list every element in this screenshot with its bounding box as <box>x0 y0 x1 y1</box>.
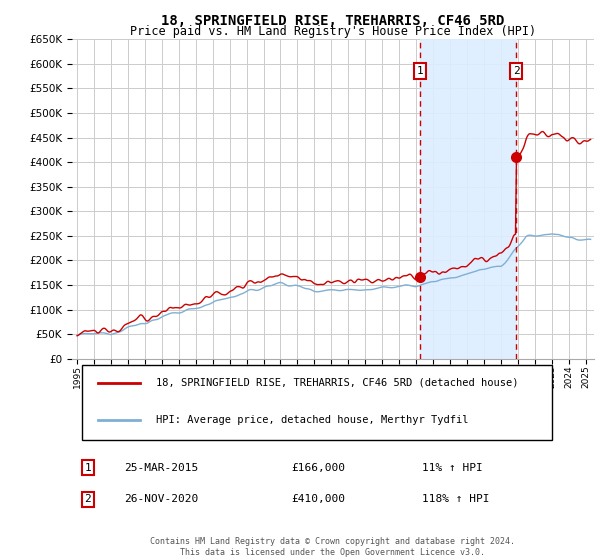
Text: Price paid vs. HM Land Registry's House Price Index (HPI): Price paid vs. HM Land Registry's House … <box>130 25 536 38</box>
Text: 26-NOV-2020: 26-NOV-2020 <box>124 494 199 505</box>
Bar <box>420 39 516 358</box>
Text: 18, SPRINGFIELD RISE, TREHARRIS, CF46 5RD: 18, SPRINGFIELD RISE, TREHARRIS, CF46 5R… <box>161 14 505 28</box>
Text: 11% ↑ HPI: 11% ↑ HPI <box>422 463 482 473</box>
Text: 118% ↑ HPI: 118% ↑ HPI <box>422 494 489 505</box>
Text: £166,000: £166,000 <box>291 463 345 473</box>
Text: £410,000: £410,000 <box>291 494 345 505</box>
Text: 1: 1 <box>416 66 424 76</box>
Text: 2: 2 <box>512 66 520 76</box>
Text: 25-MAR-2015: 25-MAR-2015 <box>124 463 199 473</box>
Text: 2: 2 <box>84 494 91 505</box>
Text: 1: 1 <box>84 463 91 473</box>
Text: HPI: Average price, detached house, Merthyr Tydfil: HPI: Average price, detached house, Mert… <box>155 415 468 425</box>
FancyBboxPatch shape <box>82 365 552 440</box>
Text: Contains HM Land Registry data © Crown copyright and database right 2024.
This d: Contains HM Land Registry data © Crown c… <box>151 537 515 557</box>
Text: 18, SPRINGFIELD RISE, TREHARRIS, CF46 5RD (detached house): 18, SPRINGFIELD RISE, TREHARRIS, CF46 5R… <box>155 377 518 388</box>
